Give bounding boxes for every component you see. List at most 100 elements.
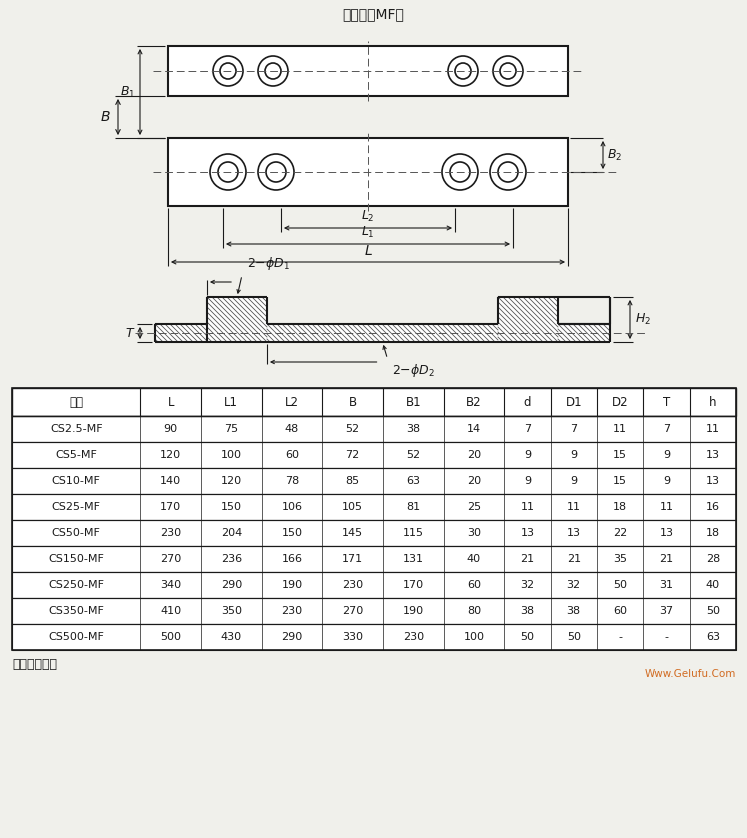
- Text: CS10-MF: CS10-MF: [52, 476, 101, 486]
- Text: $L$: $L$: [364, 244, 373, 258]
- Text: 9: 9: [570, 476, 577, 486]
- Text: 38: 38: [567, 606, 580, 616]
- Text: 150: 150: [282, 528, 303, 538]
- Text: 85: 85: [346, 476, 359, 486]
- Text: B: B: [349, 396, 356, 408]
- Text: 22: 22: [613, 528, 627, 538]
- Text: 90: 90: [164, 424, 178, 434]
- Text: $2\mathrm{-}\phi D_2$: $2\mathrm{-}\phi D_2$: [392, 362, 436, 379]
- Text: 37: 37: [660, 606, 674, 616]
- Text: 230: 230: [160, 528, 182, 538]
- Text: 48: 48: [285, 424, 299, 434]
- Text: 75: 75: [224, 424, 238, 434]
- Bar: [12, 624, 736, 650]
- Text: 52: 52: [346, 424, 359, 434]
- Text: CS500-MF: CS500-MF: [49, 632, 104, 642]
- Bar: [168, 46, 568, 96]
- Text: CS350-MF: CS350-MF: [49, 606, 104, 616]
- Text: 230: 230: [342, 580, 363, 590]
- Text: 7: 7: [524, 424, 531, 434]
- Text: 340: 340: [160, 580, 182, 590]
- Text: 270: 270: [160, 554, 182, 564]
- Text: B2: B2: [466, 396, 482, 408]
- Text: 60: 60: [613, 606, 627, 616]
- Bar: [168, 138, 568, 206]
- Text: CS150-MF: CS150-MF: [49, 554, 104, 564]
- Text: h: h: [709, 396, 716, 408]
- Text: 204: 204: [220, 528, 242, 538]
- Text: 注：成对使用: 注：成对使用: [12, 658, 57, 670]
- Text: 236: 236: [221, 554, 242, 564]
- Text: 40: 40: [706, 580, 720, 590]
- Circle shape: [220, 63, 236, 79]
- Bar: [155, 324, 610, 342]
- Bar: [12, 494, 736, 520]
- Text: 500: 500: [160, 632, 182, 642]
- Text: 11: 11: [706, 424, 720, 434]
- Text: 14: 14: [467, 424, 481, 434]
- Text: 38: 38: [521, 606, 534, 616]
- Text: 63: 63: [406, 476, 421, 486]
- Text: 18: 18: [613, 502, 627, 512]
- Text: 105: 105: [342, 502, 363, 512]
- Circle shape: [490, 154, 526, 190]
- Text: 11: 11: [567, 502, 580, 512]
- Text: 25: 25: [467, 502, 481, 512]
- Text: Www.Gelufu.Com: Www.Gelufu.Com: [645, 669, 736, 679]
- Text: 13: 13: [706, 450, 720, 460]
- Text: 21: 21: [567, 554, 580, 564]
- Text: 115: 115: [403, 528, 424, 538]
- Text: 145: 145: [342, 528, 363, 538]
- Text: 9: 9: [524, 450, 531, 460]
- Text: 63: 63: [706, 632, 720, 642]
- Circle shape: [258, 154, 294, 190]
- Text: 9: 9: [570, 450, 577, 460]
- Text: 13: 13: [521, 528, 534, 538]
- Text: 80: 80: [467, 606, 481, 616]
- Text: D2: D2: [612, 396, 628, 408]
- Text: 11: 11: [521, 502, 534, 512]
- Text: 290: 290: [220, 580, 242, 590]
- Bar: [12, 520, 736, 546]
- Circle shape: [258, 56, 288, 86]
- Text: CS25-MF: CS25-MF: [52, 502, 101, 512]
- Text: 31: 31: [660, 580, 674, 590]
- Text: 166: 166: [282, 554, 303, 564]
- Text: 13: 13: [660, 528, 674, 538]
- Text: $B_2$: $B_2$: [607, 147, 622, 163]
- Circle shape: [442, 154, 478, 190]
- Text: 81: 81: [406, 502, 421, 512]
- Text: 32: 32: [567, 580, 580, 590]
- Circle shape: [493, 56, 523, 86]
- Text: d: d: [524, 396, 531, 408]
- Text: 13: 13: [567, 528, 580, 538]
- Text: 40: 40: [467, 554, 481, 564]
- Text: 350: 350: [221, 606, 242, 616]
- Circle shape: [266, 162, 286, 182]
- Text: $H_2$: $H_2$: [635, 312, 651, 327]
- Text: $B_1$: $B_1$: [120, 85, 135, 100]
- Text: D1: D1: [565, 396, 582, 408]
- Text: 9: 9: [663, 476, 670, 486]
- Text: 100: 100: [463, 632, 484, 642]
- Text: 106: 106: [282, 502, 303, 512]
- Text: 270: 270: [342, 606, 363, 616]
- Text: 230: 230: [403, 632, 424, 642]
- Bar: [12, 388, 736, 650]
- Circle shape: [448, 56, 478, 86]
- Bar: [207, 297, 267, 342]
- Text: 30: 30: [467, 528, 481, 538]
- Text: $B$: $B$: [100, 110, 111, 124]
- Text: 7: 7: [663, 424, 670, 434]
- Text: 100: 100: [221, 450, 242, 460]
- Text: 430: 430: [221, 632, 242, 642]
- Text: 150: 150: [221, 502, 242, 512]
- Text: 13: 13: [706, 476, 720, 486]
- Text: L: L: [167, 396, 174, 408]
- Text: 290: 290: [282, 632, 303, 642]
- Text: 131: 131: [403, 554, 424, 564]
- Text: T: T: [663, 396, 670, 408]
- Circle shape: [218, 162, 238, 182]
- Text: 120: 120: [221, 476, 242, 486]
- Text: -: -: [664, 632, 669, 642]
